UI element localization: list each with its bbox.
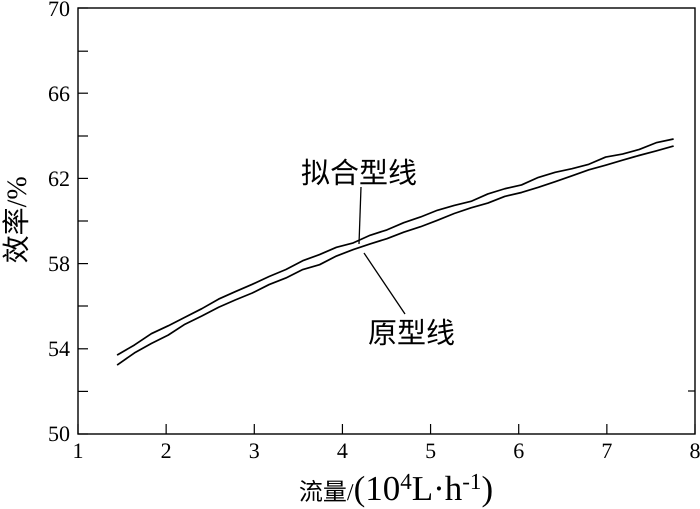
svg-text:70: 70 <box>48 0 70 21</box>
svg-text:5: 5 <box>425 438 436 463</box>
svg-text:1: 1 <box>73 438 84 463</box>
svg-text:62: 62 <box>48 166 70 191</box>
svg-text:50: 50 <box>48 421 70 446</box>
svg-text:58: 58 <box>48 251 70 276</box>
svg-text:效率/%: 效率/% <box>2 176 33 263</box>
svg-text:7: 7 <box>601 438 612 463</box>
svg-text:8: 8 <box>690 438 700 463</box>
svg-text:原型线: 原型线 <box>368 318 455 350</box>
svg-text:54: 54 <box>48 336 70 361</box>
svg-text:拟合型线: 拟合型线 <box>301 158 417 190</box>
svg-text:66: 66 <box>48 81 70 106</box>
svg-text:3: 3 <box>249 438 260 463</box>
svg-text:4: 4 <box>337 438 348 463</box>
svg-text:2: 2 <box>161 438 172 463</box>
svg-text:6: 6 <box>513 438 524 463</box>
